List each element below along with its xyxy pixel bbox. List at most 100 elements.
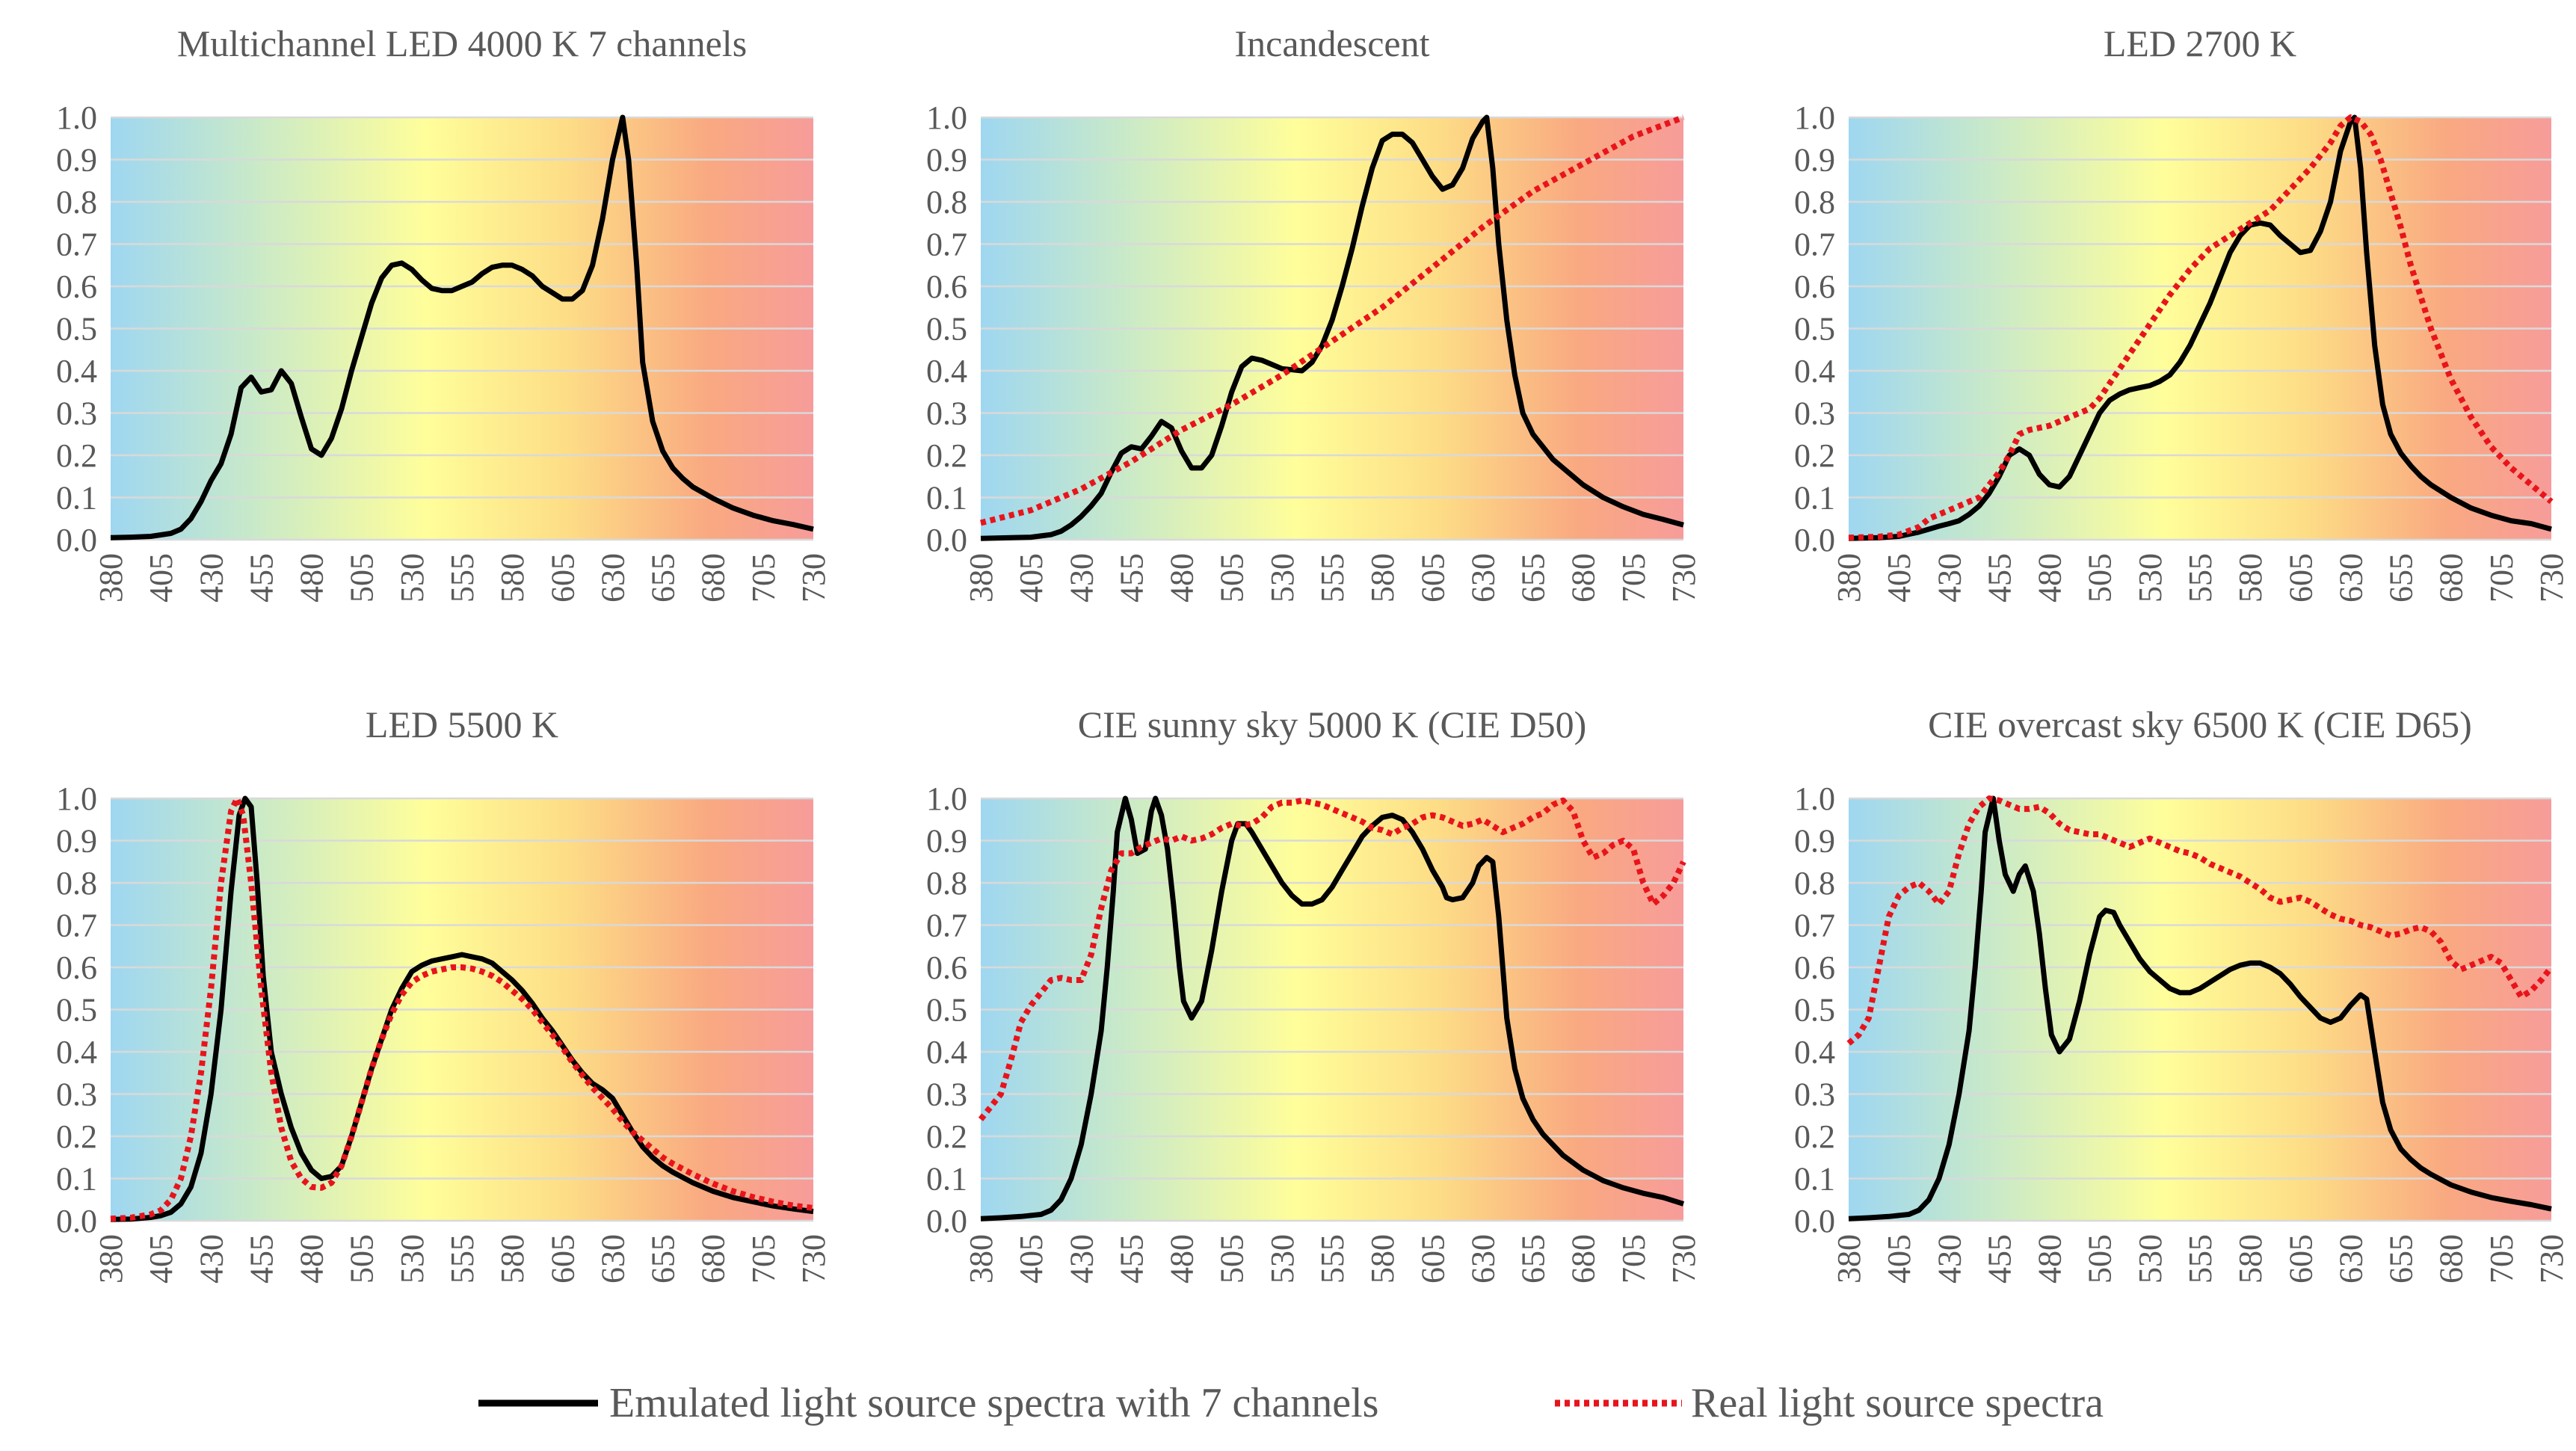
y-tick-label: 1.0: [1794, 99, 1835, 136]
y-tick-label: 0.6: [926, 949, 967, 986]
x-tick-label: 505: [1214, 1234, 1251, 1284]
x-tick-label: 380: [93, 1234, 129, 1284]
x-tick-label: 455: [1981, 1234, 2018, 1284]
y-tick-label: 0.2: [56, 437, 97, 474]
x-tick-label: 455: [243, 553, 280, 603]
x-tick-label: 680: [695, 553, 732, 603]
chart-panel-2: 0.0 0.1 0.2 0.3 0.4 0.5 0.6 0.7 0.8 0.9 1.0 380 405 4…: [926, 22, 1702, 603]
x-tick-label: 480: [294, 553, 330, 603]
x-tick-label: 455: [1981, 553, 2018, 603]
y-tick-label: 0.6: [1794, 949, 1835, 986]
x-tick-label: 555: [1314, 1234, 1351, 1284]
x-tick-label: 480: [1164, 1234, 1201, 1284]
y-tick-label: 0.6: [926, 268, 967, 305]
x-tick-label: 405: [1013, 553, 1050, 603]
y-tick-label: 0.0: [926, 522, 967, 558]
chart-panel-5: 0.0 0.1 0.2 0.3 0.4 0.5 0.6 0.7 0.8 0.9 1.0 380 405 4…: [926, 703, 1702, 1284]
real-spectrum-line: [110, 795, 814, 1222]
y-tick-label: 0.4: [926, 1034, 967, 1070]
x-tick-label: 405: [143, 553, 179, 603]
panel-title: LED 5500 K: [366, 703, 558, 745]
x-tick-label: 405: [143, 1234, 179, 1284]
x-tick-label: 730: [2533, 1234, 2570, 1284]
y-tick-label: 0.9: [56, 142, 97, 179]
x-tick-label: 705: [1615, 1234, 1652, 1284]
x-tick-label: 380: [1831, 553, 1867, 603]
y-tick-label: 0.9: [926, 823, 967, 860]
x-tick-label: 380: [93, 553, 129, 603]
y-tick-label: 0.4: [1794, 353, 1835, 389]
x-tick-label: 605: [544, 1234, 581, 1284]
x-tick-label: 455: [243, 1234, 280, 1284]
chart-panel-4: 0.0 0.1 0.2 0.3 0.4 0.5 0.6 0.7 0.8 0.9 1.0 380 405 4…: [56, 703, 832, 1284]
x-tick-label: 555: [1314, 553, 1351, 603]
x-tick-label: 430: [1931, 553, 1968, 603]
y-tick-label: 0.5: [1794, 311, 1835, 348]
y-tick-label: 0.1: [926, 480, 967, 517]
y-tick-label: 0.4: [1794, 1034, 1835, 1070]
panel-title: CIE sunny sky 5000 K (CIE D50): [1078, 703, 1587, 745]
y-tick-label: 0.5: [926, 311, 967, 348]
x-tick-label: 630: [1464, 1234, 1501, 1284]
emulated-spectrum-line: [980, 114, 1684, 541]
y-tick-label: 0.8: [56, 865, 97, 902]
x-tick-label: 505: [1214, 553, 1251, 603]
y-tick-label: 0.0: [56, 522, 97, 558]
y-tick-label: 1.0: [926, 780, 967, 817]
panel-title: Incandescent: [1235, 22, 1430, 64]
x-tick-label: 580: [2232, 553, 2269, 603]
legend: Emulated light source spectra with 7 cha…: [478, 1380, 2104, 1426]
y-tick-label: 0.4: [56, 1034, 97, 1070]
panel-title: Multichannel LED 4000 K 7 channels: [177, 22, 747, 64]
y-tick-label: 0.8: [56, 184, 97, 221]
emulated-spectrum-line: [1848, 114, 2552, 541]
real-spectrum-line: [1848, 114, 2554, 541]
x-tick-label: 630: [1464, 553, 1501, 603]
y-tick-label: 0.3: [56, 395, 97, 432]
x-tick-label: 655: [645, 553, 682, 603]
y-tick-label: 1.0: [1794, 780, 1835, 817]
x-tick-label: 555: [2182, 1234, 2219, 1284]
x-tick-label: 705: [745, 1234, 782, 1284]
y-tick-label: 0.9: [56, 823, 97, 860]
y-tick-label: 0.1: [1794, 1161, 1835, 1198]
x-tick-label: 730: [1666, 1234, 1702, 1284]
x-tick-label: 580: [494, 553, 531, 603]
x-tick-label: 430: [1063, 1234, 1100, 1284]
x-tick-label: 605: [1414, 553, 1451, 603]
y-tick-label: 0.8: [1794, 865, 1835, 902]
x-tick-label: 505: [344, 553, 380, 603]
x-tick-label: 580: [1364, 553, 1401, 603]
x-tick-label: 655: [1515, 553, 1552, 603]
y-tick-label: 0.5: [56, 311, 97, 348]
x-tick-label: 580: [2232, 1234, 2269, 1284]
y-tick-label: 0.3: [926, 395, 967, 432]
y-tick-label: 0.6: [56, 949, 97, 986]
x-tick-label: 655: [645, 1234, 682, 1284]
x-tick-label: 630: [594, 553, 631, 603]
x-tick-label: 505: [2082, 553, 2119, 603]
x-tick-label: 480: [294, 1234, 330, 1284]
x-tick-label: 655: [1515, 1234, 1552, 1284]
y-tick-label: 0.2: [1794, 1118, 1835, 1155]
x-tick-label: 655: [2383, 553, 2420, 603]
x-tick-label: 505: [2082, 1234, 2119, 1284]
chart-panel-1: 0.0 0.1 0.2 0.3 0.4 0.5 0.6 0.7 0.8 0.9 1.0 380 405 4…: [56, 22, 832, 603]
x-tick-label: 530: [1264, 553, 1301, 603]
x-tick-label: 405: [1881, 553, 1917, 603]
y-tick-label: 0.7: [56, 227, 97, 263]
x-tick-label: 680: [1565, 1234, 1602, 1284]
y-tick-label: 0.1: [56, 480, 97, 517]
x-tick-label: 605: [2282, 553, 2319, 603]
x-tick-label: 430: [1063, 553, 1100, 603]
legend-emulated-label: Emulated light source spectra with 7 cha…: [609, 1380, 1378, 1426]
x-tick-label: 680: [695, 1234, 732, 1284]
emulated-spectrum-line: [110, 114, 814, 540]
x-tick-label: 630: [2332, 1234, 2369, 1284]
y-tick-label: 0.3: [926, 1076, 967, 1113]
x-tick-label: 580: [494, 1234, 531, 1284]
x-tick-label: 530: [394, 1234, 431, 1284]
y-tick-label: 0.0: [926, 1203, 967, 1239]
y-tick-label: 0.2: [56, 1118, 97, 1155]
